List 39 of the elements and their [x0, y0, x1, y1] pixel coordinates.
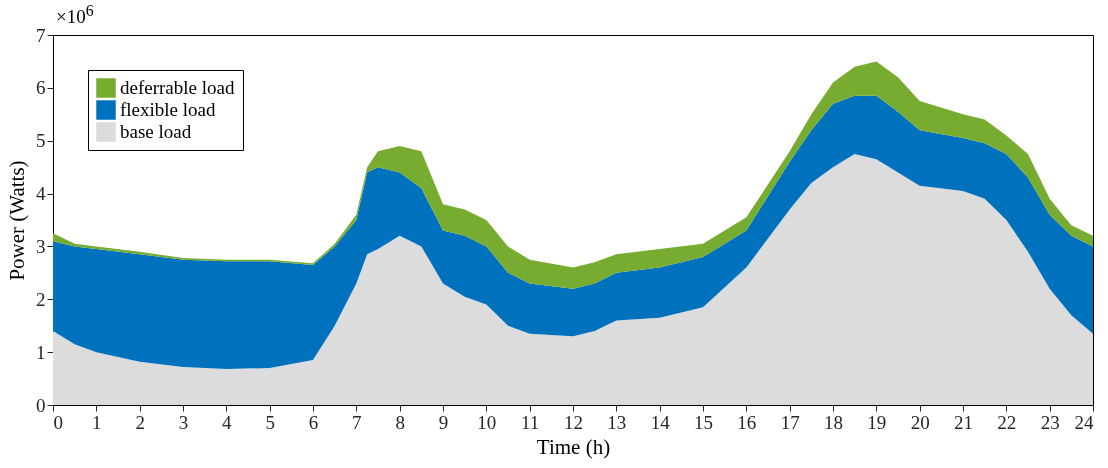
y-tick-label: 5	[36, 130, 46, 152]
x-tick-label: 9	[438, 411, 449, 433]
text: ×10$^{6}$	[56, 2, 94, 29]
x-tick-label: 12	[564, 411, 583, 433]
x-tick-label: 22	[997, 411, 1017, 433]
x-tick-label: 6	[308, 411, 319, 433]
x-tick-label: 23	[1040, 411, 1060, 433]
x-tick-label: 18	[824, 411, 843, 433]
x-tick-label: 17	[780, 411, 800, 433]
y-tick-label: 6	[36, 77, 46, 99]
x-tick-label: 24	[1074, 411, 1094, 433]
x-tick-label: 3	[178, 411, 189, 433]
x-tick-label: 8	[395, 411, 405, 433]
x-tick-label: 5	[265, 411, 275, 433]
x-tick-label: 11	[521, 411, 540, 433]
legend-label: deferrable load	[120, 77, 235, 98]
x-tick-label: 19	[867, 411, 887, 433]
y-axis-title: Power (Watts)	[5, 160, 29, 281]
y-tick-label: 3	[36, 235, 46, 257]
y-tick-label: 7	[36, 24, 46, 46]
x-tick-label: 2	[135, 411, 145, 433]
x-tick-label: 20	[910, 411, 930, 433]
x-tick-label: 10	[477, 411, 497, 433]
x-tick-label: 4	[222, 411, 233, 433]
y-tick-label: 2	[36, 288, 46, 310]
legend-label: base load	[120, 121, 192, 142]
x-axis-title: Time (h)	[536, 434, 611, 459]
legend-label: flexible load	[120, 99, 216, 120]
y-tick-label: 4	[36, 183, 46, 205]
x-tick-label: 16	[737, 411, 757, 433]
x-tick-label: 1	[92, 411, 102, 433]
x-tick-label: 13	[607, 411, 627, 433]
x-tick-label: 21	[954, 411, 973, 433]
x-tick-label: 0	[53, 411, 63, 433]
x-tick-label: 15	[694, 411, 713, 433]
x-tick-label: 14	[650, 411, 671, 433]
x-tick-label: 7	[352, 411, 362, 433]
y-tick-label: 0	[36, 394, 46, 416]
y-tick-label: 1	[36, 341, 46, 363]
